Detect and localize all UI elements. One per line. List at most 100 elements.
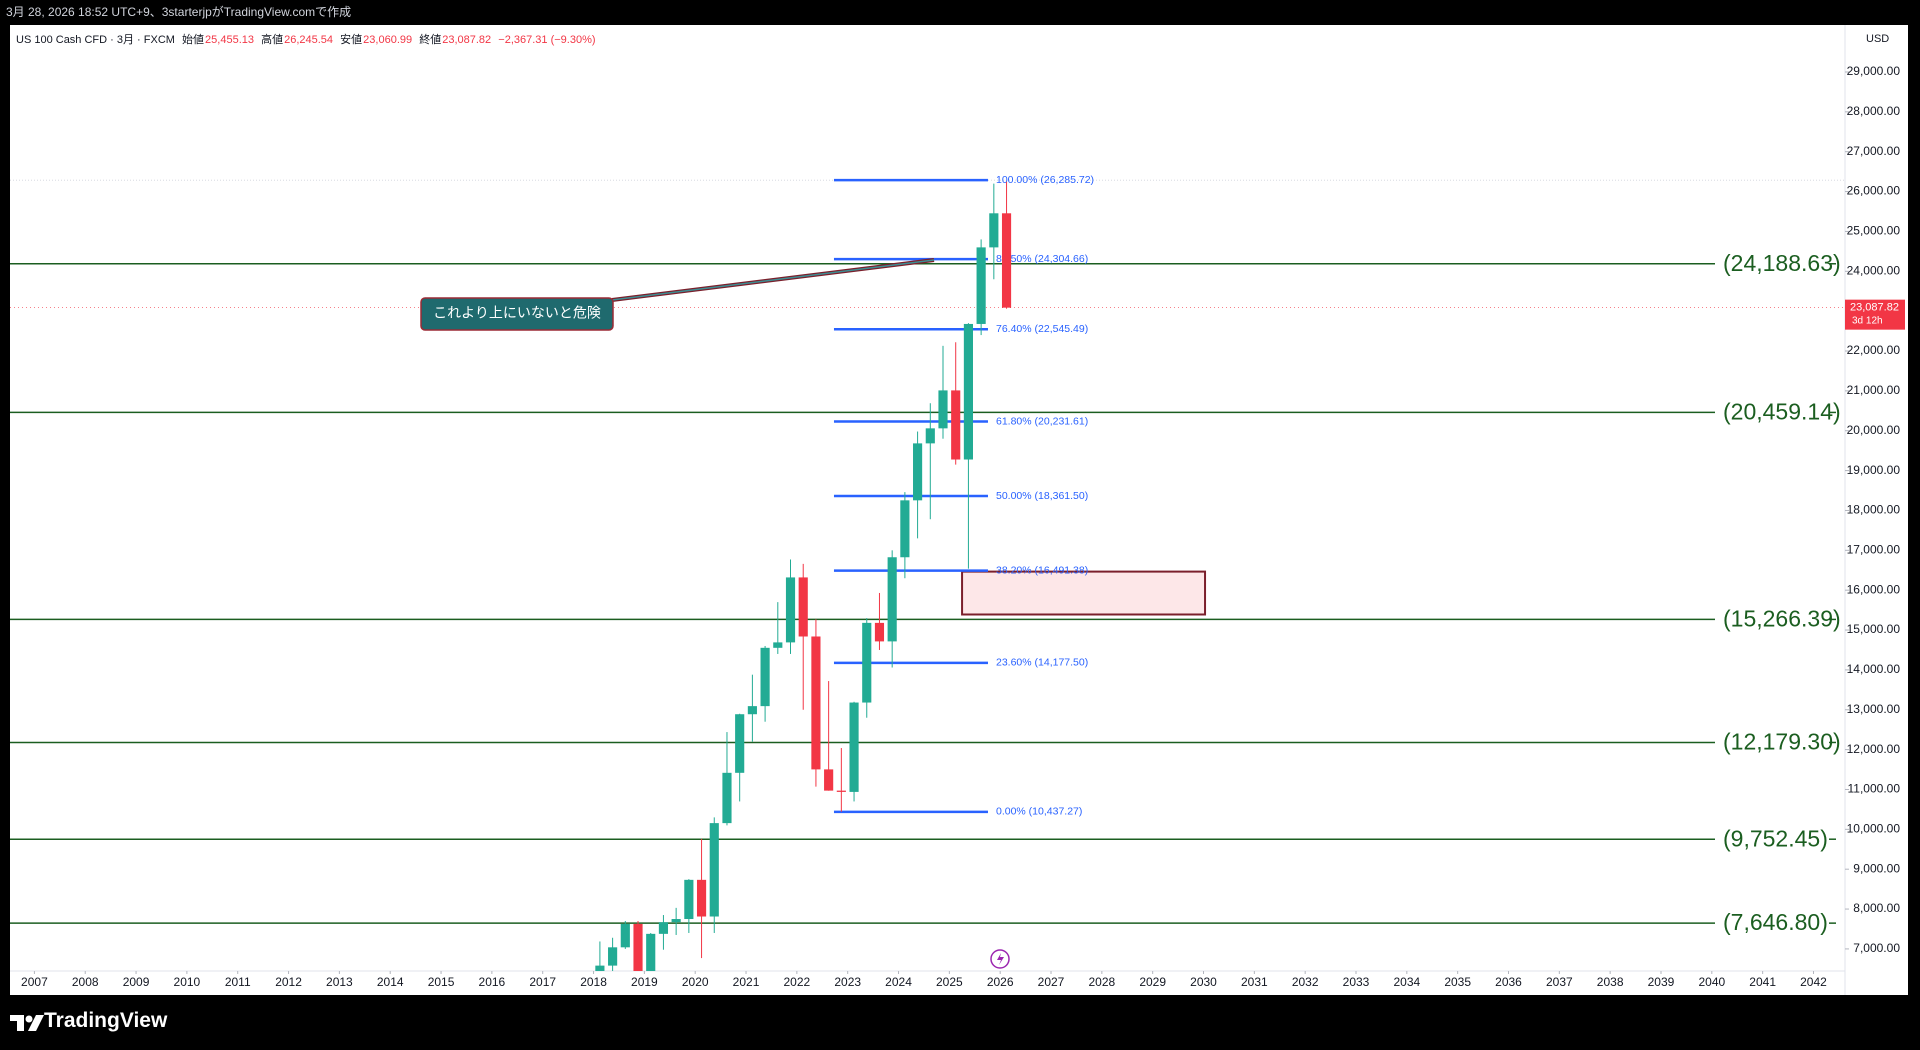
fib-label: 61.80% (20,231.61) [996, 415, 1088, 427]
fib-label: 38.20% (16,491.38) [996, 564, 1088, 576]
x-tick-label: 2031 [1241, 975, 1268, 989]
zone [961, 570, 1207, 616]
stat-value: 25,455.13 [205, 34, 254, 46]
x-tick-label: 2007 [21, 975, 48, 989]
candle-body [900, 500, 910, 558]
stat-name: 終値 [419, 34, 442, 46]
x-tick-label: 2029 [1139, 975, 1166, 989]
y-tick-label: 17,000.00 [1847, 542, 1901, 556]
y-tick-label: 12,000.00 [1847, 742, 1901, 756]
candle-body [671, 919, 681, 923]
level-label: (9,752.45) [1723, 825, 1828, 851]
top-bar: 3月 28, 2026 18:52 UTC+9、3starterjpがTradi… [0, 0, 1920, 25]
stat-name: 安値 [340, 34, 363, 46]
y-tick-label: 21,000.00 [1847, 383, 1901, 397]
level-label: (24,188.63) [1723, 250, 1841, 276]
stat-name: 始値 [182, 34, 205, 46]
x-tick-label: 2017 [529, 975, 556, 989]
x-tick-label: 2016 [479, 975, 506, 989]
price-tag [1845, 299, 1905, 330]
x-tick-label: 2011 [225, 975, 251, 989]
candle-body [773, 642, 783, 648]
fib-label: 50.00% (18,361.50) [996, 490, 1088, 502]
x-tick-label: 2026 [987, 975, 1014, 989]
candle-body [836, 790, 846, 792]
x-tick-label: 2020 [682, 975, 709, 989]
x-tick-label: 2022 [784, 975, 811, 989]
fib-label: 0.00% (10,437.27) [996, 806, 1082, 818]
y-tick-label: 14,000.00 [1847, 662, 1901, 676]
fib-label: 76.40% (22,545.49) [996, 323, 1088, 335]
x-tick-label: 2038 [1597, 975, 1624, 989]
currency: USD [1866, 33, 1889, 45]
fib-label: 23.60% (14,177.50) [996, 657, 1088, 669]
candle-body [1001, 213, 1012, 308]
candle-body [976, 247, 986, 324]
candle-body [798, 577, 808, 637]
symbol-name: US 100 Cash CFD · 3月 · FXCM [16, 34, 175, 46]
candle-body [620, 923, 630, 948]
y-tick-label: 28,000.00 [1847, 104, 1901, 118]
candle-body [633, 923, 643, 971]
caption: 3月 28, 2026 18:52 UTC+9、3starterjpがTradi… [6, 5, 352, 19]
stat-value: 23,060.99 [363, 34, 413, 46]
plot: (24,188.63) (20,459.14) (15,266.39) (12,179… [10, 174, 1845, 971]
y-tick-label: 10,000.00 [1847, 822, 1901, 836]
candle-body [658, 922, 669, 934]
y-tick-label: 13,000.00 [1847, 702, 1901, 716]
x-tick-label: 2015 [428, 975, 455, 989]
x-tick-label: 2018 [580, 975, 607, 989]
candle-body [925, 428, 935, 444]
candle-body [747, 706, 757, 715]
x-tick-label: 2025 [936, 975, 963, 989]
fib-label: 87.50% (24,304.66) [996, 253, 1088, 265]
right-border [1908, 25, 1920, 995]
x-tick-label: 2012 [275, 975, 302, 989]
x-tick-label: 2037 [1546, 975, 1573, 989]
level-label: (15,266.39) [1723, 605, 1841, 631]
price-tag-label: 23,087.82 [1850, 302, 1899, 314]
x-tick-label: 2027 [1038, 975, 1065, 989]
x-tick-label: 2013 [326, 975, 353, 989]
x-tick-label: 2039 [1648, 975, 1675, 989]
x-tick-label: 2010 [174, 975, 201, 989]
candle-body [874, 622, 885, 642]
candle-body [824, 769, 834, 791]
x-tick-label: 2035 [1444, 975, 1471, 989]
y-tick-label: 11,000.00 [1848, 782, 1901, 796]
candle-body [735, 714, 745, 773]
candle-body [963, 323, 973, 460]
candle-body [696, 879, 707, 917]
candle-body [887, 557, 897, 642]
y-tick-label: 20,000.00 [1847, 423, 1901, 437]
x-tick-label: 2032 [1292, 975, 1319, 989]
left-border [0, 25, 10, 995]
y-tick-label: 16,000.00 [1847, 582, 1901, 596]
change: −2,367.31 (−9.30%) [498, 34, 596, 46]
candle-body [684, 879, 694, 920]
y-tick-label: 15,000.00 [1847, 622, 1901, 636]
callout-text: これより上にいないと危険 [433, 305, 601, 321]
footer: TradingView [0, 995, 1920, 1050]
y-tick-label: 29,000.00 [1847, 64, 1901, 78]
candle-body [849, 702, 859, 792]
x-tick-label: 2008 [72, 975, 99, 989]
x-tick-label: 2028 [1088, 975, 1115, 989]
candle-body [951, 390, 961, 460]
callout-arrow [611, 259, 935, 301]
brand: TradingView [44, 1009, 168, 1032]
countdown: 3d 12h [1852, 315, 1883, 326]
x-tick-label: 2034 [1393, 975, 1420, 989]
chart: USD (24,188.63) (20,459.14) (15,266.39) (12… [0, 25, 1920, 995]
x-tick-label: 2041 [1749, 975, 1776, 989]
x-tick-label: 2030 [1190, 975, 1217, 989]
level-label: (7,646.80) [1723, 909, 1828, 935]
plot-background [10, 25, 1908, 995]
candle-body [785, 577, 796, 643]
symbol-legend: US 100 Cash CFD · 3月 · FXCM 始値25,455.13 … [16, 31, 597, 47]
x-tick-label: 2036 [1495, 975, 1522, 989]
y-tick-label: 7,000.00 [1853, 941, 1900, 955]
callout-box [420, 297, 614, 331]
